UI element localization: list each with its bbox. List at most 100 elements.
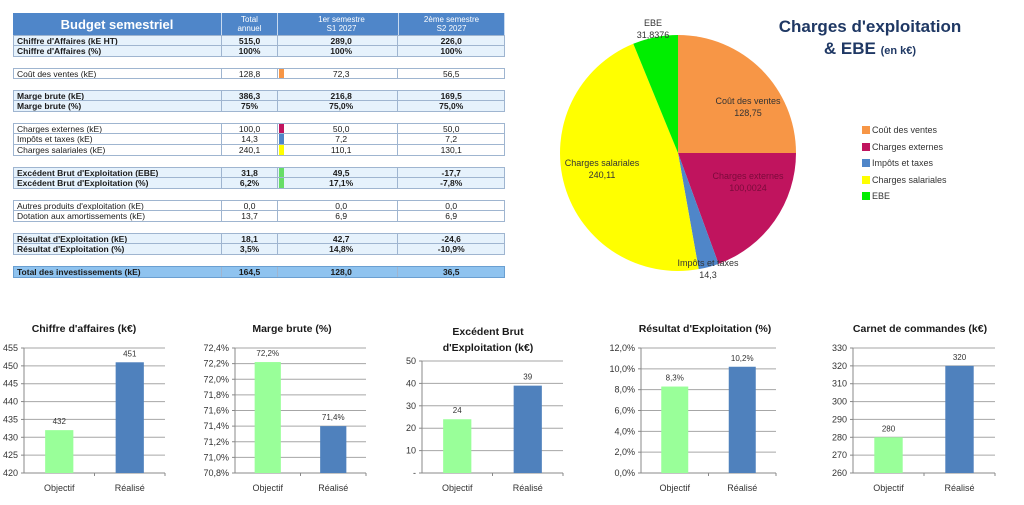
col-header-total-line1: Total	[241, 15, 258, 24]
y-tick-label: 280	[832, 432, 847, 442]
pie-title-line1: Charges d'exploitation	[778, 17, 962, 36]
y-tick-label: 4,0%	[614, 426, 635, 436]
y-tick-label: 71,6%	[203, 406, 229, 416]
x-category-label: Réalisé	[513, 483, 543, 493]
row-total: 128,8	[222, 69, 278, 78]
color-marker	[278, 168, 284, 177]
row-s2: -24,6	[441, 234, 461, 243]
bar-value-label: 8,3%	[666, 374, 684, 383]
pie-slice-value: 100,0024	[729, 183, 767, 193]
y-tick-label: 72,0%	[203, 374, 229, 384]
pie-slice-value: 31,8376	[637, 30, 670, 40]
table-row: Total des investissements (kE) 164,5 128,0…	[13, 266, 505, 278]
bar-value-label: 451	[123, 349, 137, 358]
table-row: Excédent Brut d'Exploitation (EBE) 31,8 49…	[13, 167, 505, 178]
row-marker-cell	[278, 168, 285, 177]
y-tick-label: 440	[3, 397, 18, 407]
row-total: 75%	[222, 101, 278, 111]
y-tick-label: 50	[406, 356, 416, 366]
bar	[254, 362, 281, 473]
row-label: Excédent Brut d'Exploitation (%)	[14, 178, 223, 188]
y-tick-label: 71,8%	[203, 390, 229, 400]
row-total: 386,3	[222, 91, 278, 100]
table-row: Résultat d'Exploitation (kE) 18,1 42,7 -24,…	[13, 233, 505, 244]
row-s2: 130,1	[440, 145, 462, 155]
row-label: Coût des ventes (kE)	[14, 69, 223, 78]
table-row: Chiffre d'Affaires (kE HT) 515,0 289,0 226,…	[13, 35, 505, 46]
x-category-label: Objectif	[873, 483, 904, 493]
y-tick-label: 290	[832, 414, 847, 424]
pie-slice-value: 240,11	[589, 170, 616, 180]
row-total: 14,3	[222, 134, 278, 144]
row-marker-cell	[278, 145, 285, 155]
bar	[320, 426, 347, 473]
y-tick-label: 300	[832, 397, 847, 407]
table-row: Charges externes (kE) 100,0 50,0 50,0	[13, 123, 505, 134]
bar-value-label: 320	[953, 353, 967, 362]
x-category-label: Objectif	[44, 483, 75, 493]
legend-item: Coût des ventes	[862, 122, 947, 139]
y-tick-label: 10	[406, 446, 416, 456]
row-marker-cell	[278, 36, 285, 45]
x-category-label: Objectif	[442, 483, 473, 493]
row-s1: 216,8	[285, 91, 399, 100]
row-total: 31,8	[222, 168, 278, 177]
legend-swatch	[862, 159, 870, 168]
table-row: Marge brute (%) 75% 75,0% 75,0%	[13, 101, 505, 112]
pie-slice-label: Charges salariales	[565, 158, 640, 168]
y-tick-label: 445	[3, 379, 18, 389]
col-header-s2-line2: S2 2027	[436, 24, 467, 33]
row-marker-cell	[278, 244, 285, 254]
pie-slice	[633, 35, 678, 153]
row-s1: 7,2	[285, 134, 399, 144]
row-marker-cell	[278, 124, 285, 133]
row-marker-cell	[278, 234, 285, 243]
bar-chart-title: Marge brute (%)	[252, 323, 331, 335]
row-s1: 14,8%	[285, 244, 399, 254]
y-tick-label: 30	[406, 401, 416, 411]
y-tick-label: -	[413, 468, 416, 478]
bar	[728, 366, 756, 473]
legend-swatch	[862, 126, 870, 135]
bar-chart-title: Carnet de commandes (k€)	[853, 323, 987, 335]
row-total: 515,0	[222, 36, 278, 45]
y-tick-label: 0,0%	[614, 468, 635, 478]
row-s1: 110,1	[285, 145, 399, 155]
table-row: Charges salariales (kE) 240,1 110,1 130,1	[13, 145, 505, 156]
row-s2: -17,7	[441, 168, 461, 177]
bar	[945, 365, 974, 473]
row-s1: 72,3	[285, 69, 399, 78]
color-marker	[278, 145, 284, 155]
bar-chart-title: Résultat d'Exploitation (%)	[639, 323, 772, 335]
row-s2: 226,0	[440, 36, 462, 45]
row-marker-cell	[278, 91, 285, 100]
bar-value-label: 24	[453, 406, 462, 415]
row-marker-cell	[278, 178, 285, 188]
pie-legend: Coût des ventes Charges externes Impôts et…	[862, 122, 947, 205]
bar-chart: Marge brute (%) 70,8% 71,0% 71,2% 71,4% 71,6%…	[203, 323, 367, 493]
row-marker-cell	[278, 134, 285, 144]
pie-slice-value: 128,75	[734, 108, 762, 118]
row-label: Total des investissements (kE)	[14, 267, 223, 277]
y-tick-label: 450	[3, 361, 18, 371]
x-category-label: Objectif	[252, 483, 283, 493]
bar-value-label: 39	[523, 373, 532, 382]
y-tick-label: 425	[3, 450, 18, 460]
table-row: Coût des ventes (kE) 128,8 72,3 56,5	[13, 68, 505, 79]
pie-slice-label: Coût des ventes	[715, 96, 781, 106]
row-label: Résultat d'Exploitation (kE)	[14, 234, 223, 243]
legend-label: Charges externes	[872, 141, 944, 152]
y-tick-label: 420	[3, 468, 18, 478]
row-marker-cell	[278, 201, 285, 210]
y-tick-label: 20	[406, 423, 416, 433]
legend-label: EBE	[872, 191, 891, 202]
bar-value-label: 10,2%	[731, 354, 754, 363]
y-tick-label: 40	[406, 378, 416, 388]
col-header-total: Total annuel	[222, 13, 278, 35]
row-total: 3,5%	[222, 244, 278, 254]
x-category-label: Réalisé	[318, 483, 348, 493]
row-s2: 36,5	[442, 267, 460, 277]
row-s1: 75,0%	[285, 101, 399, 111]
row-s2: 0,0	[445, 201, 458, 210]
bar-value-label: 432	[53, 417, 67, 426]
